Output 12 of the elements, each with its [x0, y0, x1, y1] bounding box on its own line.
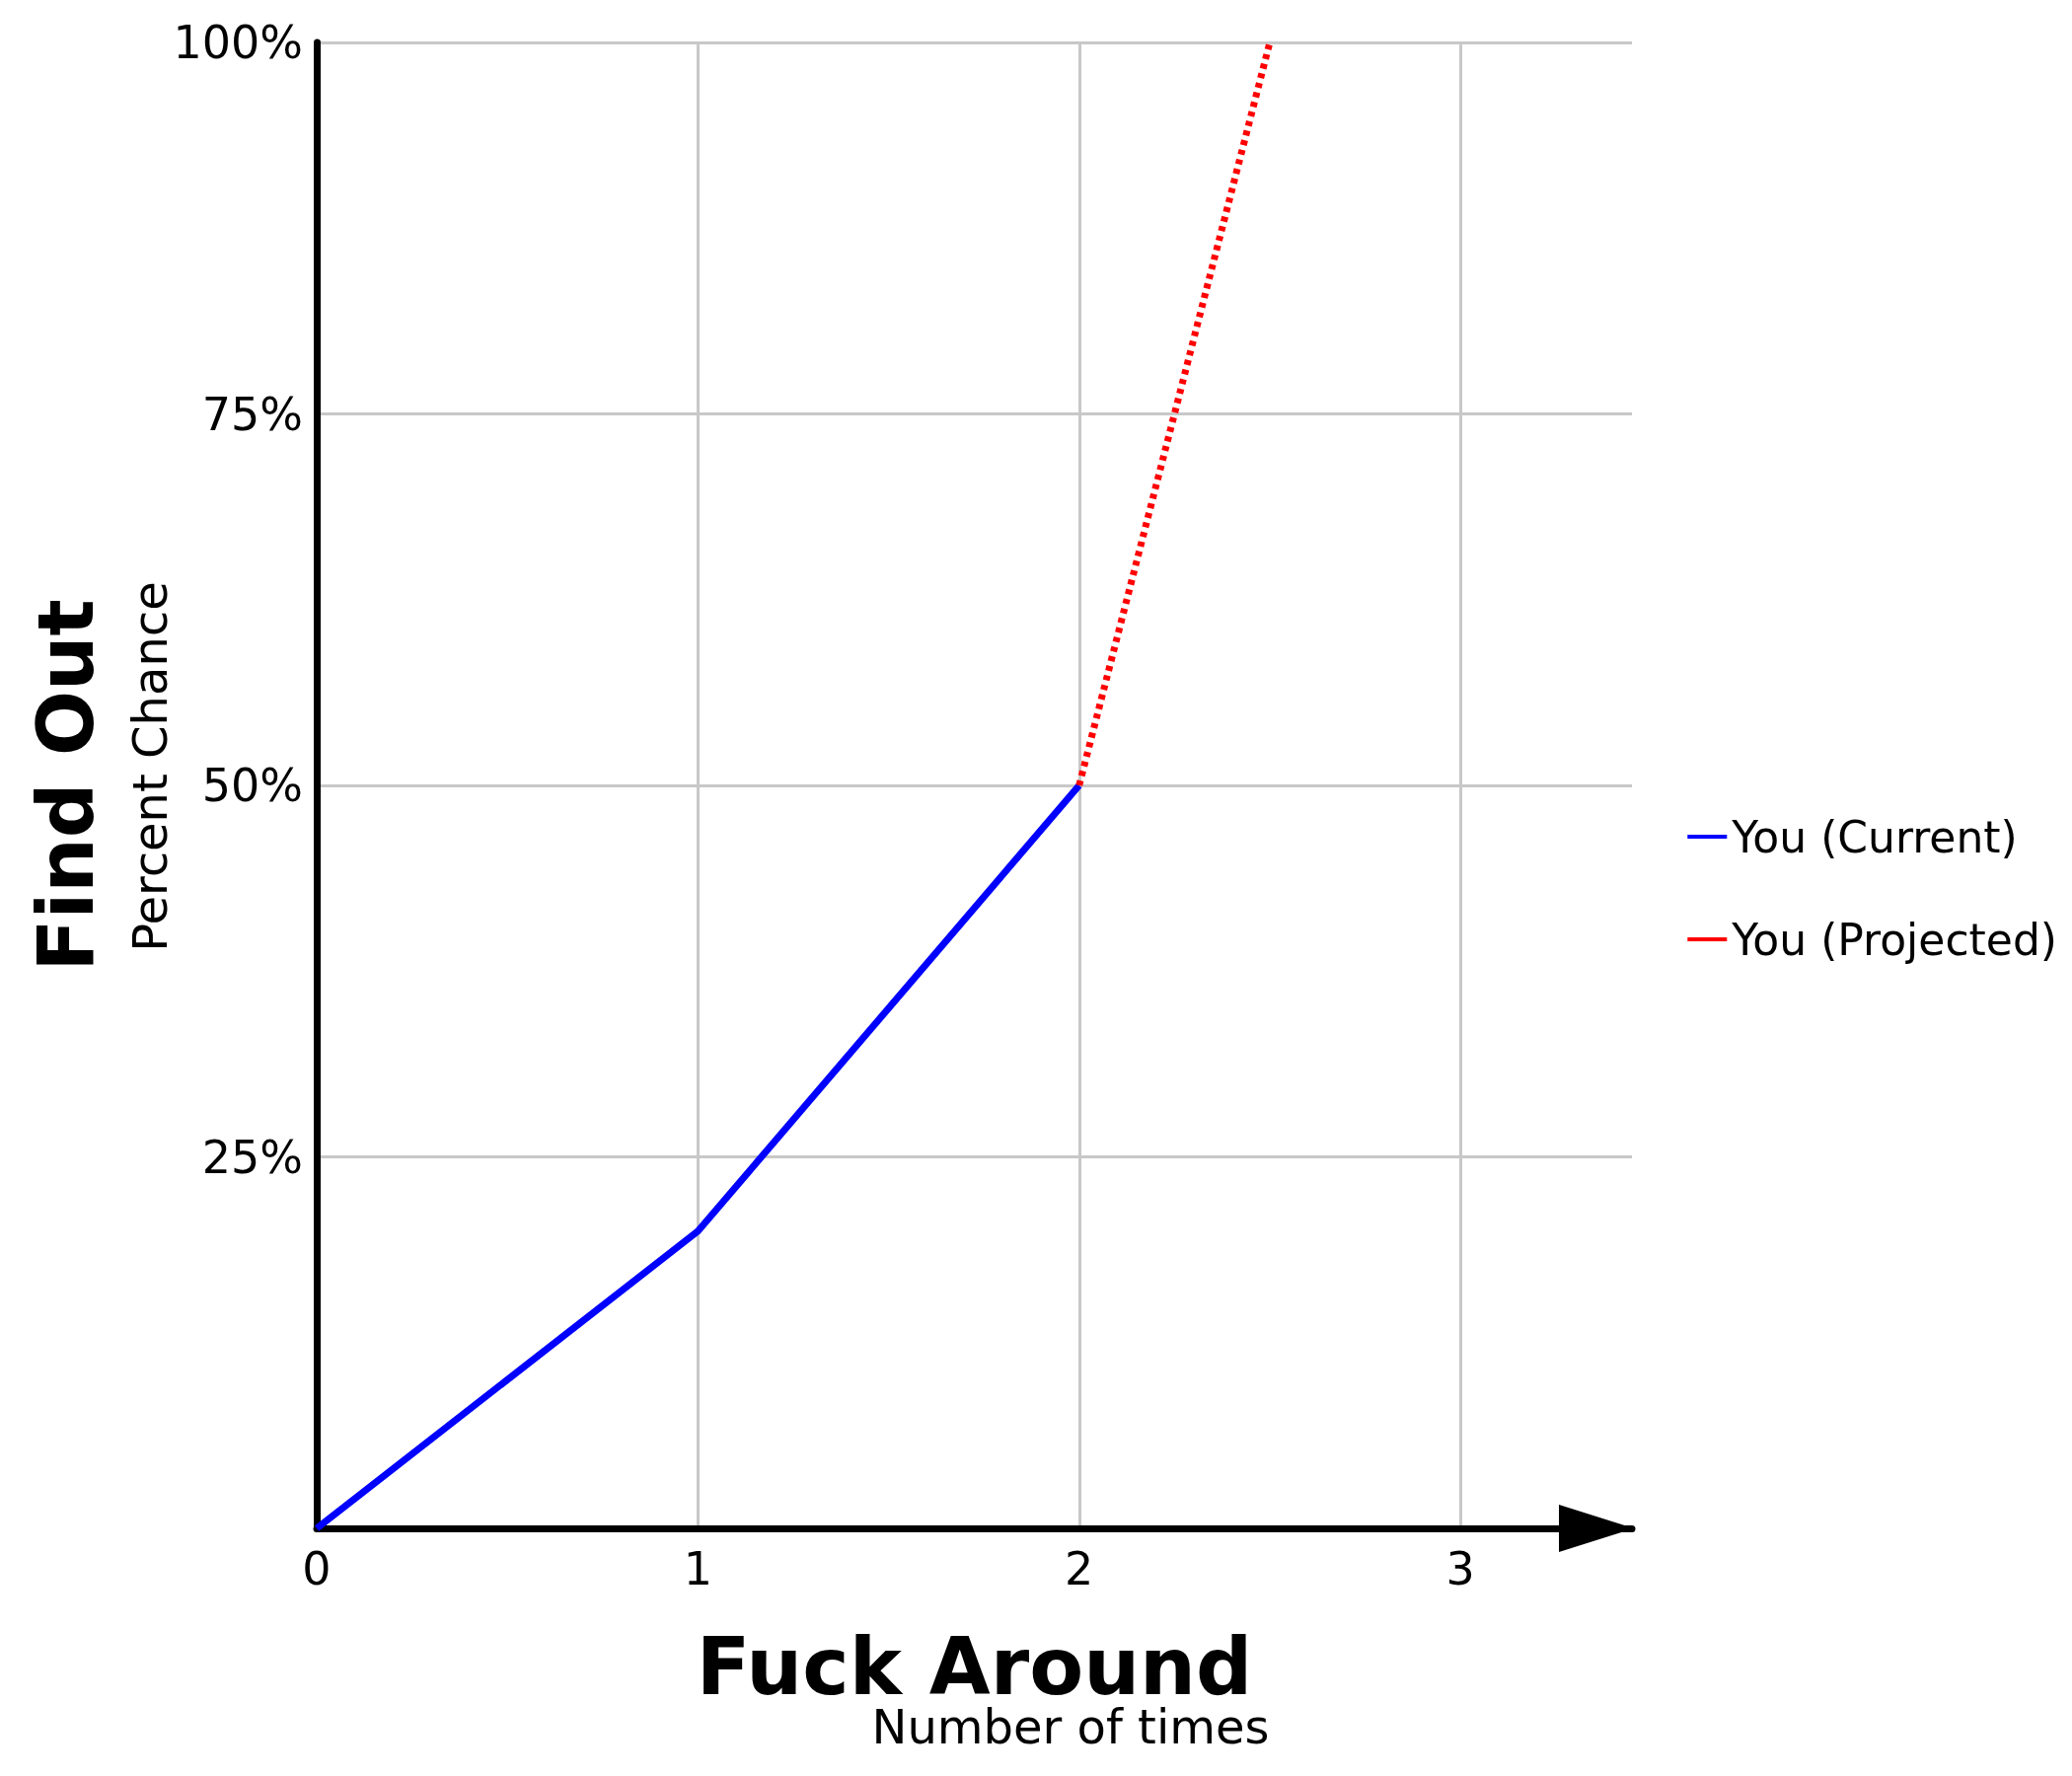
x-tick-label: 1	[683, 1542, 713, 1595]
y-axis-title: Find Out	[22, 599, 111, 972]
x-tick-label: 2	[1065, 1542, 1094, 1595]
y-tick-label: 75%	[201, 387, 303, 441]
x-tick-label: 0	[302, 1542, 332, 1595]
y-tick-label: 25%	[201, 1130, 303, 1184]
text: Percent Chance	[122, 581, 178, 952]
y-tick-label: 50%	[201, 759, 303, 812]
legend-label: You (Projected)	[1731, 914, 2057, 965]
x-tick-label: 3	[1445, 1542, 1475, 1595]
legend-label: You (Current)	[1731, 811, 2018, 862]
y-tick-label: 100%	[173, 16, 303, 69]
